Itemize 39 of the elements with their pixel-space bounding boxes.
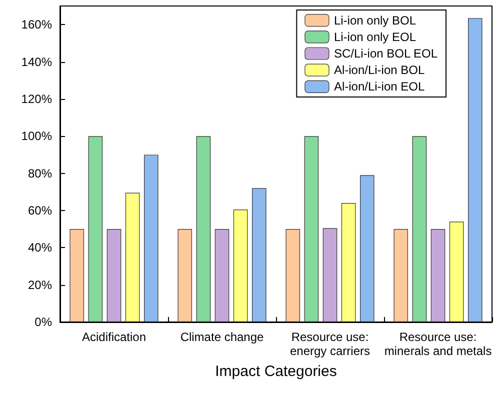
bar (304, 136, 319, 322)
x-tick-label: Resource use: energy carriers (290, 330, 370, 358)
bar (468, 18, 482, 322)
bar (88, 136, 103, 322)
bar (106, 229, 122, 322)
legend-label: Al-ion/Li-ion BOL (334, 63, 425, 78)
bar (125, 192, 140, 322)
bar (322, 228, 338, 322)
x-tick-label: Acidification (82, 330, 146, 344)
bar (144, 154, 158, 322)
legend-label: Li-ion only BOL (334, 13, 416, 28)
x-tick-label: Climate change (180, 330, 264, 344)
y-tick-label: 100% (21, 129, 52, 144)
y-tick-label: 60% (28, 203, 52, 218)
legend-label: SC/Li-ion BOL EOL (334, 46, 438, 60)
bar (360, 175, 374, 322)
x-axis-title: Impact Categories (215, 363, 337, 380)
y-tick-label: 40% (28, 240, 52, 255)
y-tick-label: 140% (21, 54, 52, 69)
y-tick-label: 20% (28, 278, 52, 292)
bar (430, 229, 446, 322)
bar (196, 136, 211, 322)
legend-label: Li-ion only EOL (334, 30, 416, 44)
bar (394, 229, 408, 322)
bar (233, 210, 248, 322)
y-tick-label: 120% (21, 92, 52, 106)
bar (412, 136, 427, 322)
bar (70, 229, 84, 322)
y-tick-label: 160% (21, 18, 52, 32)
bar (449, 222, 464, 322)
legend-label: Al-ion/Li-ion EOL (334, 80, 425, 94)
bar (341, 203, 356, 322)
bar (214, 229, 230, 322)
x-tick-label: Resource use: minerals and metals (384, 330, 492, 358)
bar (286, 229, 300, 322)
bar (252, 188, 266, 322)
y-tick-label: 0% (34, 315, 52, 329)
bar (178, 229, 192, 322)
y-tick-label: 80% (28, 166, 52, 180)
